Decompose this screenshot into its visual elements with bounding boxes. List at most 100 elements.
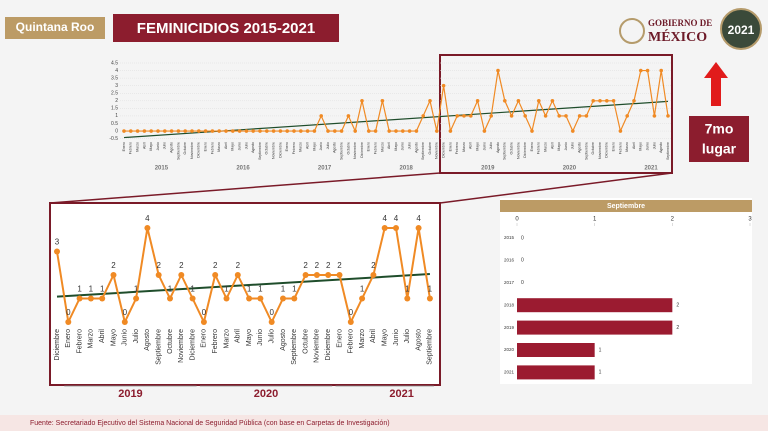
point bbox=[435, 129, 439, 133]
point bbox=[421, 114, 426, 118]
logo-line: GOBIERNO DE bbox=[648, 18, 712, 28]
x-tick-label: Abril bbox=[224, 142, 228, 149]
point bbox=[393, 225, 399, 231]
x-tick-label: Junio bbox=[238, 142, 242, 150]
y-tick-label: 3 bbox=[115, 83, 118, 89]
point bbox=[370, 272, 377, 278]
point bbox=[359, 295, 366, 302]
y-tick-label: 0.5 bbox=[111, 121, 118, 127]
point bbox=[407, 129, 412, 133]
y-tick-label: 2017 bbox=[504, 280, 515, 285]
x-tick-label: Abril bbox=[306, 142, 310, 149]
point bbox=[469, 114, 473, 118]
point bbox=[246, 295, 253, 302]
x-tick-label: Septiembre bbox=[156, 329, 163, 365]
x-tick-label: Noviembre bbox=[178, 329, 185, 363]
point bbox=[441, 83, 446, 88]
x-tick-label: Julio bbox=[163, 142, 167, 149]
point bbox=[404, 295, 411, 302]
y-tick-label: 2019 bbox=[504, 325, 515, 330]
data-label: 2 bbox=[371, 261, 376, 270]
x-tick-label: Noviembre bbox=[190, 142, 194, 159]
point bbox=[618, 129, 623, 133]
x-tick-label: Febrero bbox=[374, 142, 378, 154]
x-tick-label: Junio bbox=[319, 142, 323, 150]
x-tick-label: Abril bbox=[387, 142, 391, 149]
source: Fuente: Secretariado Ejecutivo del Siste… bbox=[30, 420, 390, 427]
x-tick-label: Agosto bbox=[496, 142, 500, 153]
x-tick-label: Julio bbox=[404, 329, 411, 344]
data-label: 1 bbox=[281, 285, 286, 294]
x-tick-label: Diciembre bbox=[54, 329, 61, 361]
x-tick-label: Marzo bbox=[625, 142, 629, 152]
point bbox=[448, 129, 453, 133]
point bbox=[231, 129, 235, 133]
point bbox=[183, 129, 187, 133]
x-tick-label: Marzo bbox=[299, 142, 303, 152]
point bbox=[189, 295, 196, 302]
point bbox=[133, 295, 140, 302]
point bbox=[244, 129, 249, 133]
x-tick-label: Enero bbox=[530, 142, 534, 151]
x-tick-label: Septiembre bbox=[258, 142, 262, 160]
y-tick-label: 2018 bbox=[504, 302, 515, 307]
y-tick-label: 0 bbox=[115, 128, 118, 134]
x-tick-label: Junio bbox=[156, 142, 160, 150]
x-tick-label: Diciembre bbox=[442, 142, 446, 158]
x-tick-label: Marzo bbox=[223, 329, 230, 349]
year-label: 2021 bbox=[389, 388, 413, 400]
x-tick-label: Mayo bbox=[149, 142, 153, 151]
point bbox=[285, 129, 290, 133]
x-tick-label: Noviembre bbox=[516, 142, 520, 159]
data-label: 2 bbox=[303, 261, 308, 270]
data-label: 1 bbox=[224, 285, 229, 294]
rank: lugar bbox=[702, 141, 737, 157]
point bbox=[169, 129, 174, 133]
year-label: 2019 bbox=[118, 388, 142, 400]
point bbox=[591, 99, 595, 103]
y-tick-label: 2016 bbox=[504, 258, 515, 263]
point bbox=[210, 129, 215, 133]
point bbox=[346, 114, 351, 118]
point bbox=[258, 129, 262, 133]
x-tick-label: Octubre bbox=[346, 142, 350, 155]
point bbox=[197, 129, 201, 133]
x-tick-label: Diciembre bbox=[605, 142, 609, 158]
point bbox=[611, 99, 616, 103]
data-label: 1 bbox=[405, 285, 410, 294]
point bbox=[503, 99, 507, 103]
data-label: 1 bbox=[77, 285, 82, 294]
point bbox=[265, 129, 269, 133]
point bbox=[155, 272, 162, 278]
x-tick-label: Marzo bbox=[544, 142, 548, 152]
year-label: 2020 bbox=[563, 166, 577, 172]
data-label: 1 bbox=[599, 347, 602, 353]
x-tick-label: Abril bbox=[235, 329, 242, 343]
data-label: 2 bbox=[315, 261, 320, 270]
x-tick-label: Enero bbox=[448, 142, 452, 151]
x-tick-label: Julio bbox=[133, 329, 140, 344]
point bbox=[426, 295, 433, 302]
x-tick-label: Junio bbox=[401, 142, 405, 150]
x-tick-label: Mayo bbox=[382, 329, 389, 346]
year-label: 2020 bbox=[254, 388, 278, 400]
point bbox=[302, 272, 309, 278]
point bbox=[299, 129, 303, 133]
point bbox=[305, 129, 310, 133]
point bbox=[144, 225, 151, 231]
year-label: 2017 bbox=[318, 166, 332, 172]
data-label: 4 bbox=[382, 214, 387, 223]
x-tick-label: Septiembre bbox=[666, 142, 670, 160]
point bbox=[176, 129, 181, 133]
point bbox=[360, 99, 364, 103]
x-tick-label: Septiembre bbox=[584, 142, 588, 160]
point bbox=[110, 272, 117, 278]
point bbox=[292, 129, 296, 133]
data-label: 0 bbox=[349, 308, 354, 317]
point bbox=[475, 99, 480, 103]
y-tick-label: 2 bbox=[115, 98, 118, 104]
point bbox=[577, 114, 582, 118]
data-label: 0 bbox=[521, 280, 524, 286]
x-tick-label: Octubre bbox=[265, 142, 269, 155]
point bbox=[200, 319, 207, 325]
